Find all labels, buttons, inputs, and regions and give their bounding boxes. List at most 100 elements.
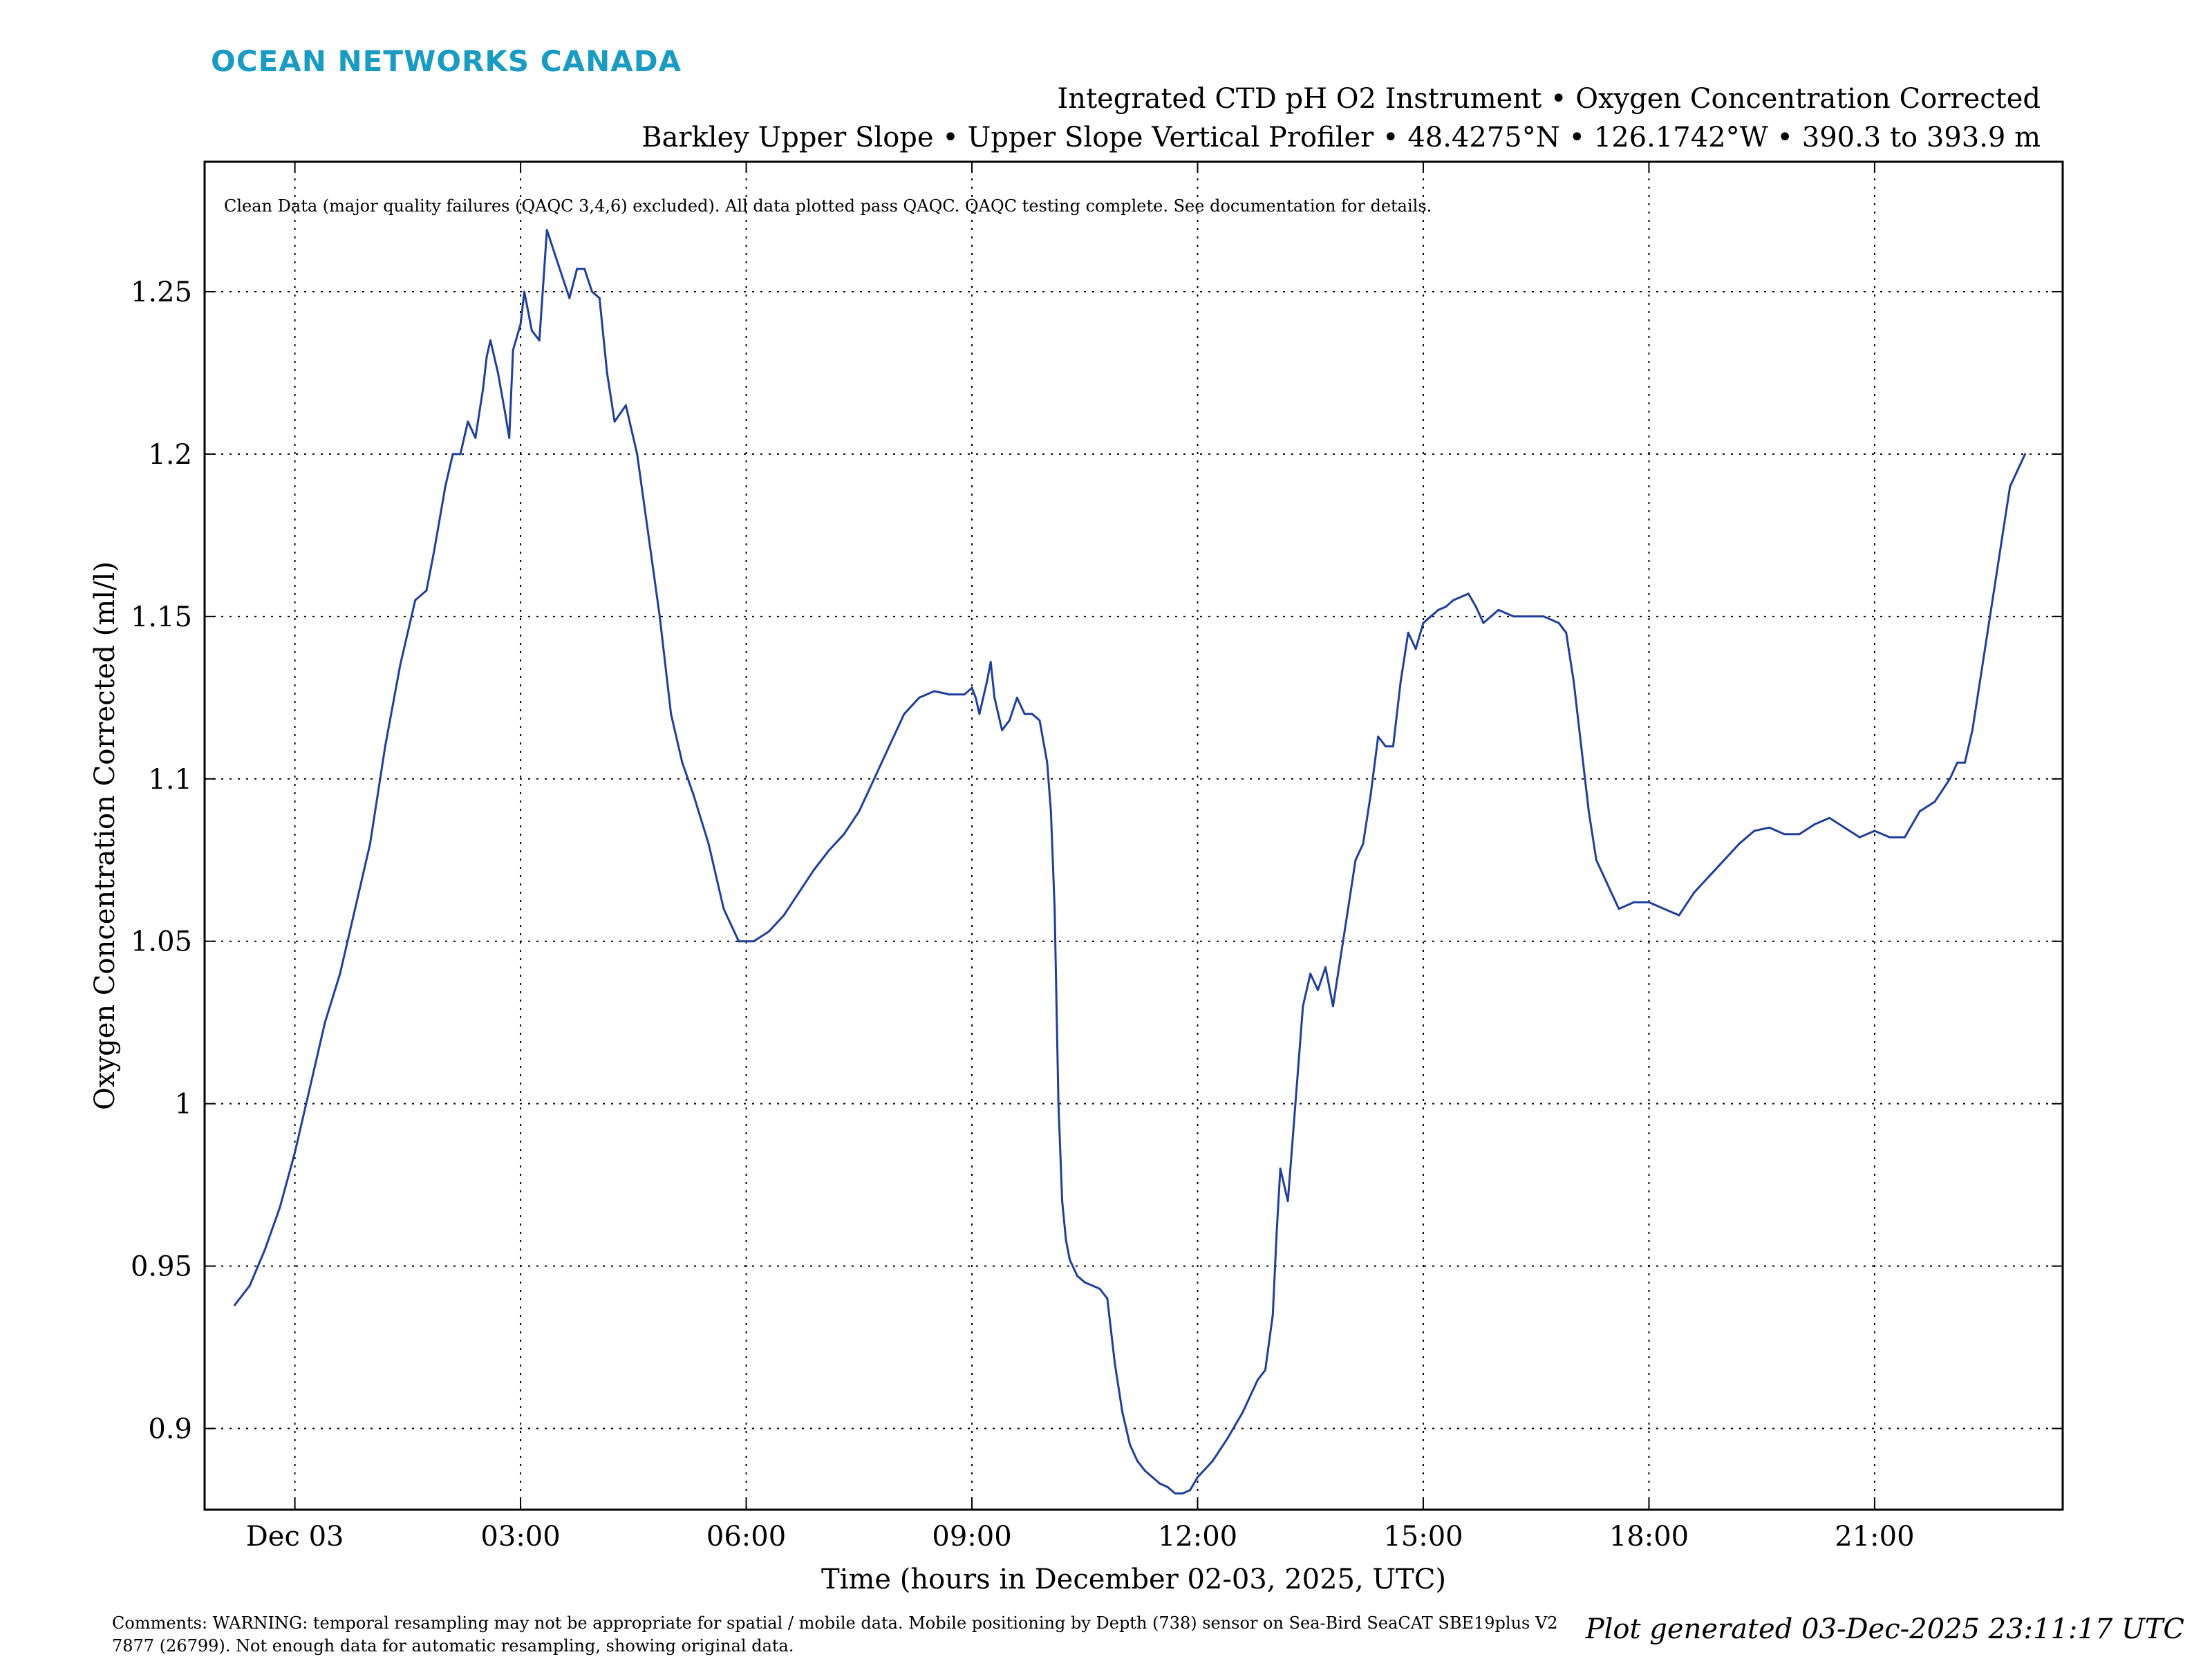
data-point bbox=[1061, 1200, 1064, 1203]
x-tick-label: 21:00 bbox=[1835, 1521, 1914, 1553]
data-point bbox=[248, 1284, 251, 1287]
data-point bbox=[1573, 680, 1575, 683]
x-tick-label: Dec 03 bbox=[246, 1521, 344, 1553]
data-point bbox=[1106, 1297, 1109, 1300]
data-point bbox=[1241, 1411, 1244, 1414]
y-tick-label: 1.1 bbox=[148, 764, 192, 796]
data-point bbox=[1873, 830, 1876, 832]
data-point bbox=[670, 713, 673, 715]
data-point bbox=[1399, 680, 1402, 683]
data-point bbox=[504, 414, 507, 416]
data-point bbox=[624, 404, 627, 406]
data-point bbox=[308, 1086, 311, 1089]
data-point bbox=[978, 713, 981, 715]
data-point bbox=[444, 485, 447, 488]
data-point bbox=[1407, 631, 1409, 634]
data-point bbox=[1286, 1200, 1289, 1203]
data-point bbox=[451, 453, 454, 456]
data-point bbox=[425, 589, 428, 592]
data-point bbox=[1828, 816, 1831, 819]
data-point bbox=[263, 1248, 266, 1251]
data-point bbox=[553, 252, 556, 254]
data-point bbox=[1031, 713, 1033, 715]
brand-logo-text: OCEAN NETWORKS CANADA bbox=[211, 44, 682, 78]
data-point bbox=[1918, 810, 1921, 813]
data-point bbox=[1174, 1492, 1177, 1494]
data-point bbox=[1783, 833, 1785, 836]
data-point bbox=[827, 849, 830, 852]
data-point bbox=[561, 274, 563, 276]
data-point bbox=[1001, 729, 1004, 731]
data-point bbox=[1271, 1313, 1274, 1316]
data-point bbox=[948, 693, 950, 696]
plot-subtitle: Barkley Upper Slope • Upper Slope Vertic… bbox=[641, 122, 2041, 153]
data-point bbox=[1904, 836, 1906, 838]
data-point bbox=[963, 693, 966, 696]
data-point bbox=[1437, 608, 1440, 611]
data-point bbox=[568, 297, 571, 299]
data-point bbox=[474, 436, 477, 439]
data-point bbox=[489, 339, 491, 341]
data-point bbox=[1693, 891, 1696, 894]
data-point bbox=[1430, 615, 1432, 618]
data-point bbox=[1414, 648, 1417, 650]
data-point bbox=[512, 349, 514, 351]
data-point bbox=[1136, 1460, 1138, 1462]
data-point bbox=[591, 290, 593, 293]
data-point bbox=[399, 664, 402, 666]
data-point bbox=[843, 833, 845, 836]
data-point bbox=[1986, 631, 1989, 634]
x-tick-label: 12:00 bbox=[1158, 1521, 1237, 1553]
data-point bbox=[1723, 859, 1725, 861]
data-point bbox=[1091, 1284, 1094, 1287]
data-point bbox=[598, 297, 601, 299]
data-point bbox=[1211, 1460, 1214, 1462]
data-point bbox=[1151, 1476, 1154, 1479]
data-point bbox=[1994, 583, 1996, 585]
tick-labels: Dec 03 03:00 06:00 09:00 12:00 15:00 18:00 21:0… bbox=[131, 276, 1915, 1553]
x-tick-label: 18:00 bbox=[1609, 1521, 1689, 1553]
data-point bbox=[1956, 761, 1959, 764]
data-point bbox=[339, 973, 341, 975]
data-point bbox=[989, 661, 992, 664]
data-point bbox=[873, 778, 876, 780]
data-point bbox=[279, 1206, 281, 1209]
data-point bbox=[530, 329, 533, 332]
data-point bbox=[1527, 615, 1530, 618]
data-point bbox=[1587, 810, 1590, 813]
y-tick-label: 1.2 bbox=[148, 439, 192, 471]
data-point bbox=[508, 436, 511, 439]
generated-timestamp: Plot generated 03-Dec-2025 23:11:17 UTC bbox=[1585, 1613, 2184, 1645]
oxygen-series-line bbox=[234, 229, 2026, 1494]
data-point bbox=[1933, 800, 1936, 803]
data-point bbox=[1595, 859, 1597, 861]
data-point bbox=[986, 680, 988, 683]
data-point bbox=[1226, 1437, 1229, 1440]
data-point bbox=[1362, 843, 1365, 845]
data-point bbox=[2016, 469, 2019, 471]
data-point bbox=[1354, 859, 1357, 861]
data-point bbox=[1302, 1005, 1304, 1008]
data-point bbox=[971, 686, 973, 689]
data-point bbox=[1482, 621, 1485, 624]
data-point bbox=[1046, 761, 1049, 764]
data-point bbox=[1166, 1485, 1169, 1488]
y-tick-label: 0.9 bbox=[148, 1414, 192, 1445]
data-point bbox=[1294, 1103, 1297, 1105]
data-point bbox=[1049, 810, 1052, 813]
y-tick-label: 0.95 bbox=[131, 1251, 192, 1283]
data-point bbox=[2009, 485, 2012, 488]
data-point bbox=[752, 940, 755, 943]
data-point bbox=[722, 908, 725, 910]
data-point bbox=[1257, 1378, 1259, 1381]
x-tick-label: 15:00 bbox=[1383, 1521, 1463, 1553]
data-point bbox=[1279, 1168, 1282, 1170]
data-point bbox=[1015, 696, 1018, 699]
qaqc-annotation: Clean Data (major quality failures (QAQC… bbox=[224, 196, 1432, 216]
data-point bbox=[1445, 606, 1447, 608]
data-point bbox=[1038, 719, 1041, 722]
data-point bbox=[1512, 615, 1515, 618]
data-point bbox=[1738, 843, 1741, 845]
